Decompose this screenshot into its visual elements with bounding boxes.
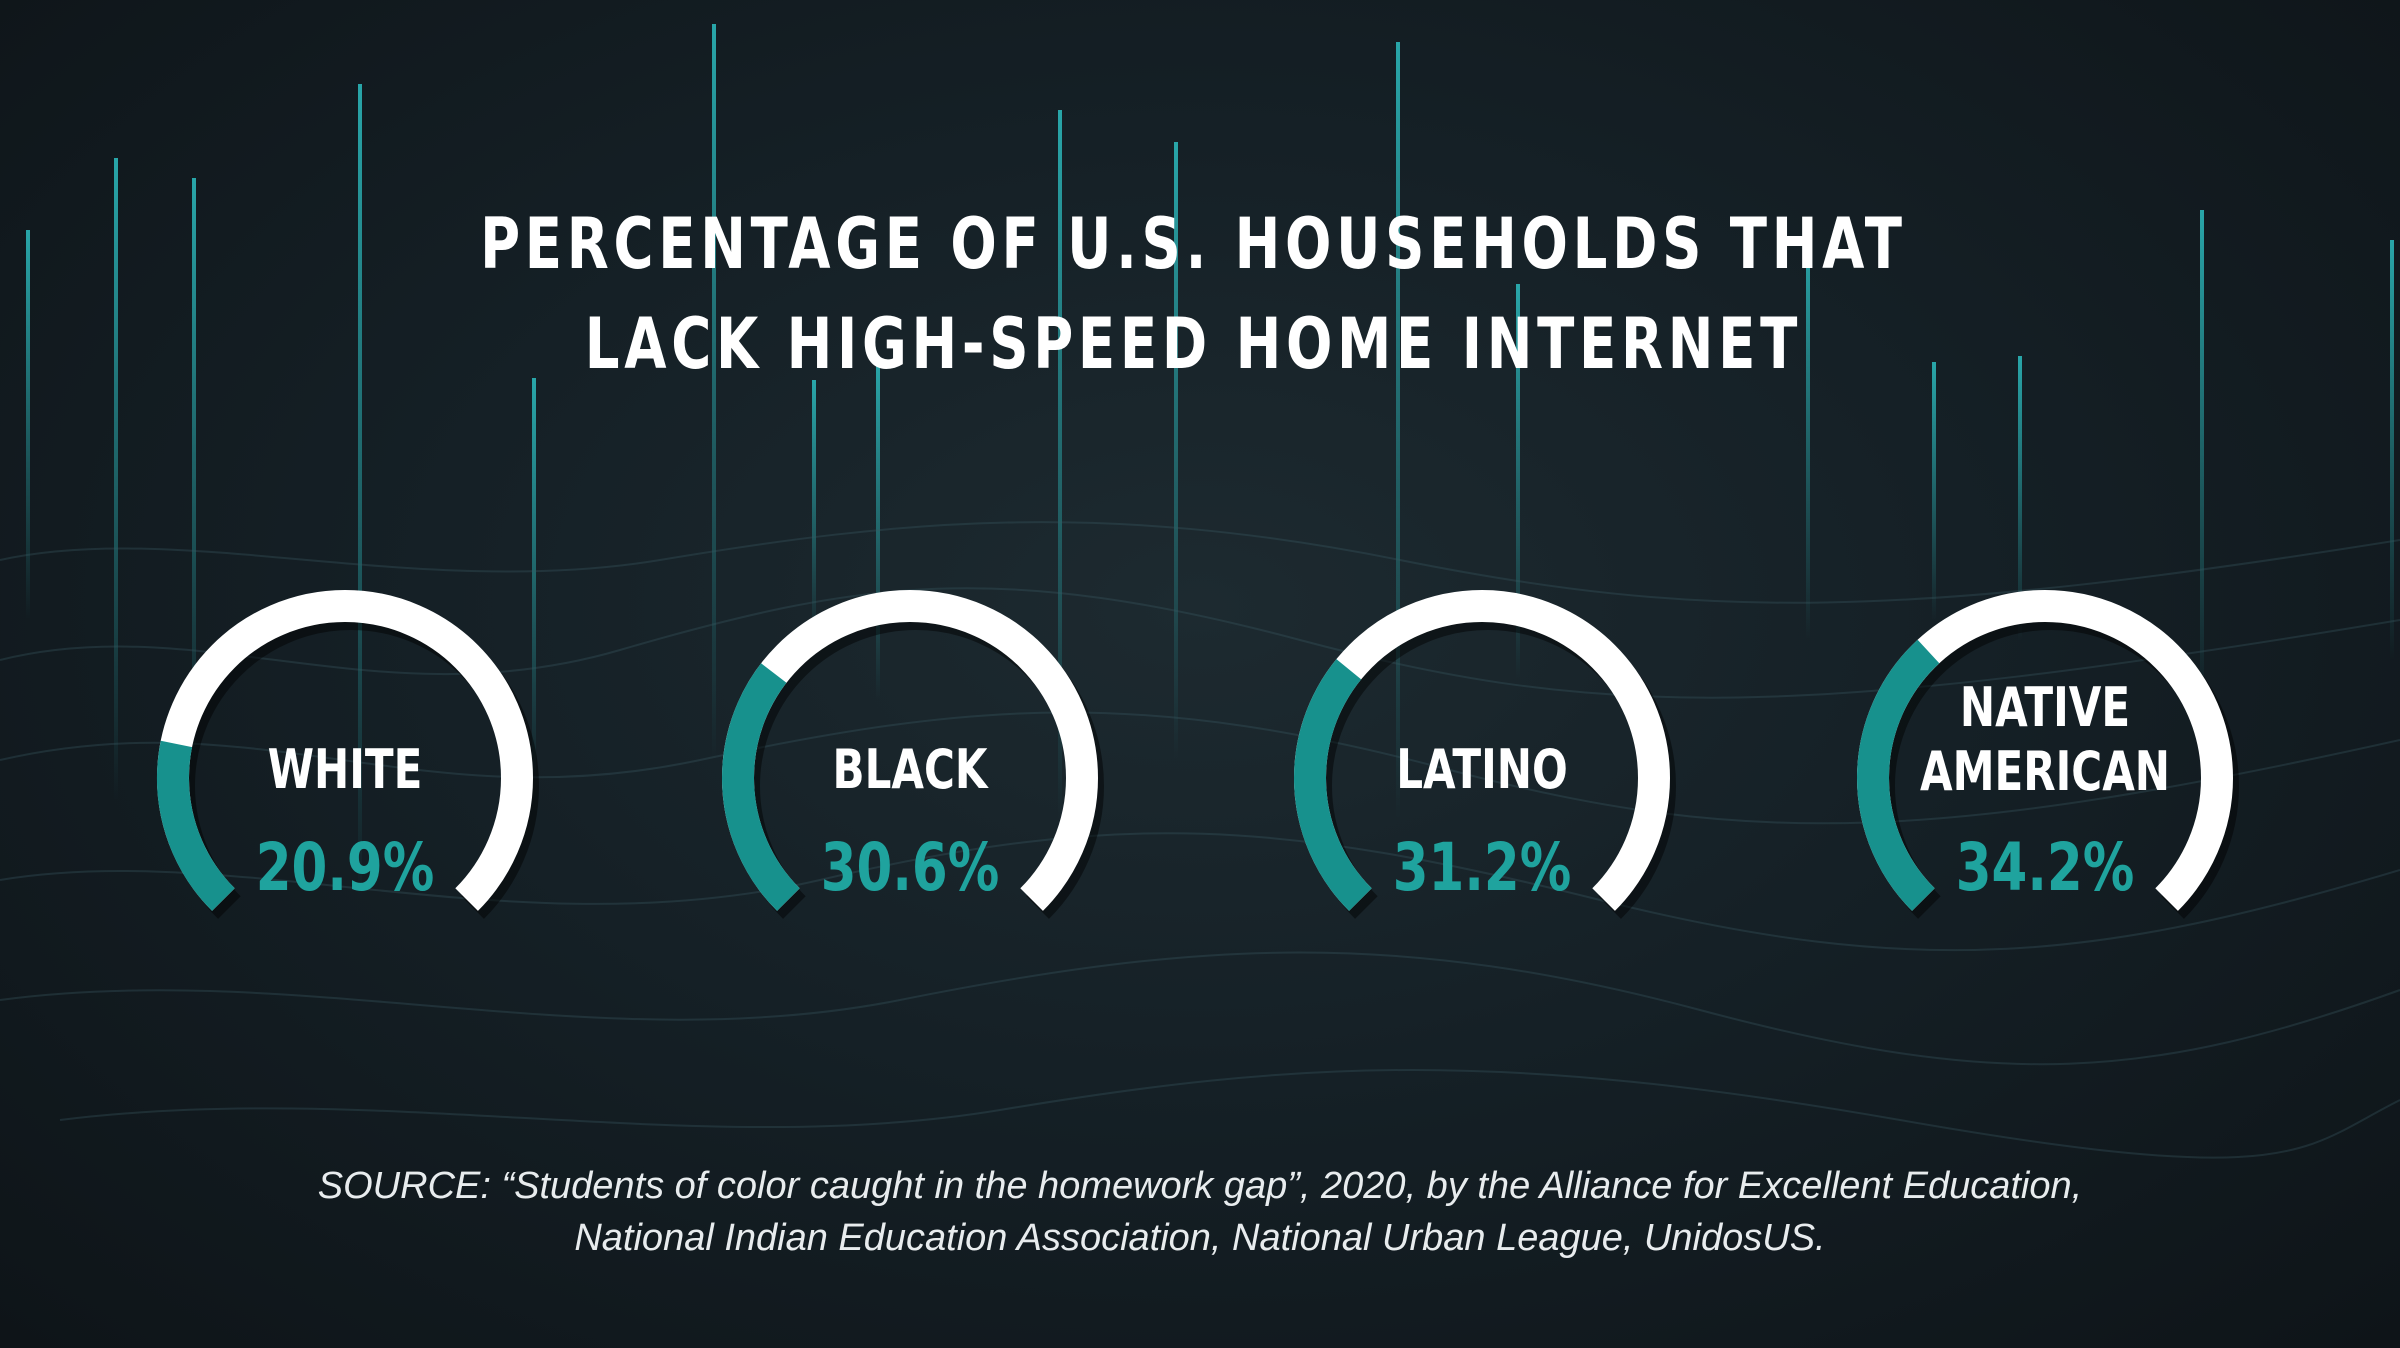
background-glow-line — [532, 378, 536, 780]
background-contour-line — [0, 521, 2400, 604]
background-contour-line — [0, 711, 2400, 825]
background-glow-line — [114, 158, 118, 800]
background-contour-line — [0, 587, 2400, 699]
background-contour-line — [0, 951, 2400, 1066]
source-citation-line-1: SOURCE: “Students of color caught in the… — [317, 1165, 2083, 1207]
background-glow-line — [192, 178, 196, 760]
gauge-value-arc — [1294, 659, 1372, 911]
gauge-value-label: 34.2% — [1956, 829, 2135, 906]
background-glow-line — [712, 24, 716, 760]
gauge-category-label: AMERICAN — [1920, 741, 2170, 803]
gauge-value-arc — [157, 740, 235, 911]
gauge-category-label: WHITE — [268, 739, 423, 801]
gauge-value-label: 20.9% — [256, 829, 435, 906]
gauge-value-arc — [1857, 639, 1940, 911]
gauge-white: WHITE 20.9% — [157, 590, 539, 919]
chart-title-line-1: PERCENTAGE OF U.S. HOUSEHOLDS THAT — [480, 203, 1907, 285]
source-citation-line-2: National Indian Education Association, N… — [574, 1217, 1826, 1259]
background-glow-line — [876, 360, 880, 700]
background-glow-line — [1932, 362, 1936, 620]
gauge-black: BLACK 30.6% — [722, 590, 1104, 919]
gauge-value-arc — [722, 663, 800, 911]
gauge-category-label: LATINO — [1396, 739, 1568, 801]
gauge-value-label: 31.2% — [1393, 829, 1572, 906]
background-glow-line — [1396, 42, 1400, 820]
background-glow-line — [1806, 236, 1810, 640]
background-glow-line — [2390, 240, 2394, 660]
gauge-category-label: NATIVE — [1960, 677, 2130, 739]
background-contour-line — [59, 1069, 2400, 1159]
background-glow-line — [812, 380, 816, 640]
background-glow-line — [1058, 110, 1062, 820]
background-glow-line — [1516, 284, 1520, 680]
gauge-value-label: 30.6% — [821, 829, 1000, 906]
background-glow-line — [26, 230, 30, 620]
background-glow-line — [358, 84, 362, 900]
chart-title-line-2: LACK HIGH-SPEED HOME INTERNET — [584, 303, 1802, 385]
background-glow-line — [2200, 210, 2204, 700]
background-glow-line — [1174, 142, 1178, 760]
gauge-category-label: BLACK — [832, 739, 988, 801]
gauge-latino: LATINO 31.2% — [1294, 590, 1676, 919]
background-glow-line — [2018, 356, 2022, 640]
background-contour-line — [0, 832, 2400, 952]
